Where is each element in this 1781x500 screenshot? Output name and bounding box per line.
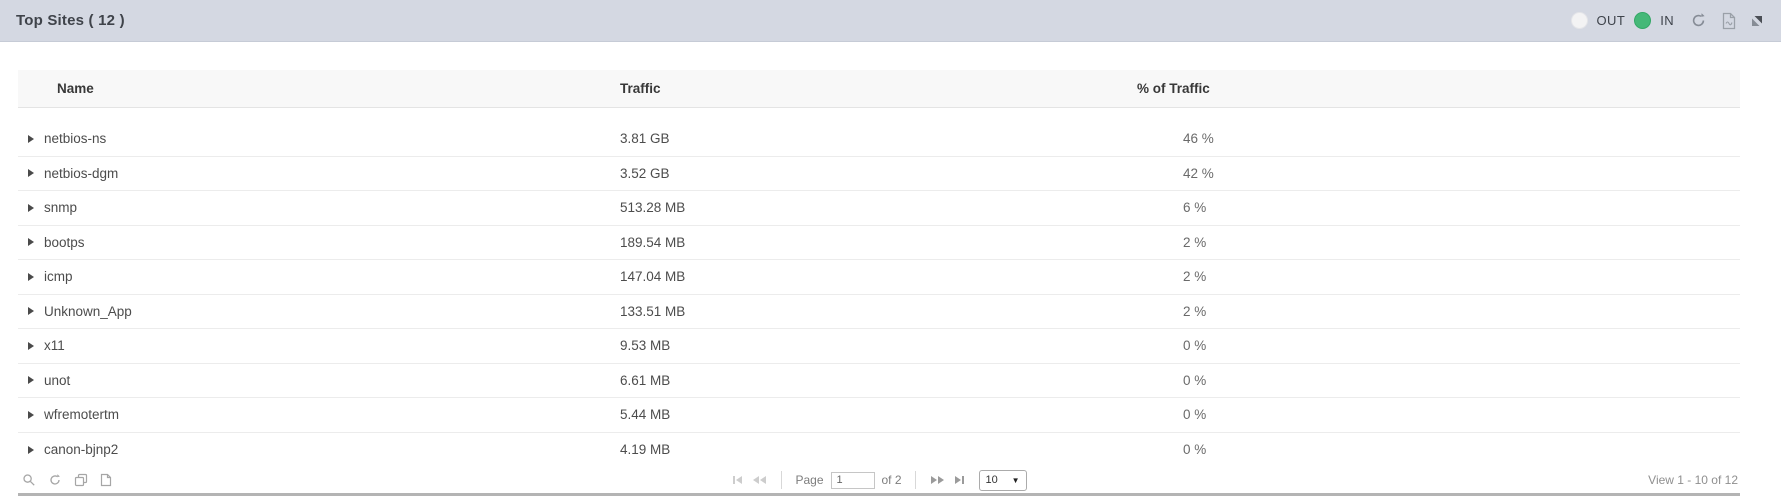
traffic-value: 133.51 MB <box>620 303 686 319</box>
pagination-controls: Page of 2 10 ▼ <box>731 469 1027 491</box>
traffic-value: 9.53 MB <box>620 338 671 354</box>
traffic-percent: 0 % <box>1183 407 1207 423</box>
first-page-button[interactable] <box>731 474 744 486</box>
direction-toggle: OUT IN <box>1570 12 1674 29</box>
bottom-bar <box>18 493 1740 496</box>
expand-arrow-icon[interactable] <box>28 341 34 350</box>
column-header-percent[interactable]: % of Traffic <box>1137 81 1210 96</box>
page-title: Top Sites ( 12 ) <box>16 12 125 29</box>
traffic-percent: 6 % <box>1183 200 1207 216</box>
top-sites-table: Name Traffic % of Traffic netbios-ns 3.8… <box>18 70 1740 467</box>
table-row[interactable]: unot 6.61 MB 0 % <box>18 364 1740 398</box>
expand-arrow-icon[interactable] <box>28 238 34 247</box>
page-of-label: of 2 <box>881 473 902 487</box>
traffic-percent: 0 % <box>1183 338 1207 354</box>
site-name: Unknown_App <box>44 303 132 319</box>
site-name: x11 <box>44 338 65 354</box>
pdf-export-icon[interactable] <box>1721 12 1737 30</box>
refresh-icon[interactable] <box>1690 12 1707 29</box>
table-row[interactable]: x11 9.53 MB 0 % <box>18 329 1740 364</box>
expand-arrow-icon[interactable] <box>28 376 34 385</box>
expand-arrow-icon[interactable] <box>28 410 34 419</box>
column-header-traffic[interactable]: Traffic <box>620 81 661 96</box>
page-input[interactable] <box>830 471 875 489</box>
traffic-percent: 46 % <box>1183 131 1214 147</box>
traffic-percent: 2 % <box>1183 303 1207 319</box>
traffic-value: 4.19 MB <box>620 442 671 458</box>
column-header-name[interactable]: Name <box>57 81 94 96</box>
site-name: canon-bjnp2 <box>44 442 119 458</box>
traffic-value: 5.44 MB <box>620 407 671 423</box>
site-name: unot <box>44 372 71 388</box>
traffic-percent: 0 % <box>1183 442 1207 458</box>
traffic-value: 3.52 GB <box>620 165 670 181</box>
site-name: snmp <box>44 200 78 216</box>
site-name: icmp <box>44 269 73 285</box>
expand-arrow-icon[interactable] <box>28 307 34 316</box>
traffic-percent: 2 % <box>1183 234 1207 250</box>
site-name: netbios-dgm <box>44 165 119 181</box>
traffic-value: 513.28 MB <box>620 200 686 216</box>
table-row[interactable]: canon-bjnp2 4.19 MB 0 % <box>18 433 1740 468</box>
table-row[interactable]: Unknown_App 133.51 MB 2 % <box>18 295 1740 329</box>
table-body: netbios-ns 3.81 GB 46 % netbios-dgm 3.52… <box>18 108 1740 467</box>
in-radio[interactable] <box>1634 12 1652 29</box>
pager: Page of 2 10 ▼ View 1 - 10 of 12 <box>18 467 1740 493</box>
detach-icon[interactable] <box>1751 15 1763 27</box>
expand-arrow-icon[interactable] <box>28 445 34 454</box>
page-size-select[interactable]: 10 ▼ <box>978 469 1027 491</box>
table-header-row: Name Traffic % of Traffic <box>18 70 1740 108</box>
page-size-value: 10 <box>985 474 998 486</box>
view-range-text: View 1 - 10 of 12 <box>1648 473 1738 487</box>
table-row[interactable]: snmp 513.28 MB 6 % <box>18 191 1740 226</box>
site-name: bootps <box>44 234 85 250</box>
table-row[interactable]: netbios-ns 3.81 GB 46 % <box>18 122 1740 157</box>
table-row[interactable]: bootps 189.54 MB 2 % <box>18 226 1740 260</box>
out-radio[interactable] <box>1570 12 1588 29</box>
file-icon[interactable] <box>100 473 112 487</box>
out-label: OUT <box>1596 13 1626 28</box>
traffic-percent: 2 % <box>1183 269 1207 285</box>
expand-arrow-icon[interactable] <box>28 272 34 281</box>
table-row[interactable]: netbios-dgm 3.52 GB 42 % <box>18 157 1740 191</box>
traffic-percent: 42 % <box>1183 165 1214 181</box>
traffic-value: 3.81 GB <box>620 131 670 147</box>
traffic-value: 6.61 MB <box>620 372 671 388</box>
pager-toolbar <box>22 467 112 493</box>
expand-arrow-icon[interactable] <box>28 169 34 178</box>
copy-icon[interactable] <box>74 473 88 487</box>
table-row[interactable]: icmp 147.04 MB 2 % <box>18 260 1740 295</box>
next-page-button[interactable] <box>929 474 946 486</box>
traffic-value: 147.04 MB <box>620 269 686 285</box>
site-name: wfremotertm <box>44 407 120 423</box>
expand-arrow-icon[interactable] <box>28 134 34 143</box>
pager-divider <box>914 471 916 489</box>
page-label: Page <box>795 473 824 487</box>
chevron-down-icon: ▼ <box>1011 475 1020 485</box>
pager-divider <box>781 471 783 489</box>
expand-arrow-icon[interactable] <box>28 203 34 212</box>
site-name: netbios-ns <box>44 131 107 147</box>
last-page-button[interactable] <box>953 474 966 486</box>
prev-page-button[interactable] <box>751 474 768 486</box>
header-bar: Top Sites ( 12 ) OUT IN <box>0 0 1781 42</box>
table-row[interactable]: wfremotertm 5.44 MB 0 % <box>18 398 1740 433</box>
traffic-percent: 0 % <box>1183 372 1207 388</box>
traffic-value: 189.54 MB <box>620 234 686 250</box>
in-label: IN <box>1660 13 1674 28</box>
refresh-icon[interactable] <box>48 473 62 487</box>
search-icon[interactable] <box>22 473 36 487</box>
